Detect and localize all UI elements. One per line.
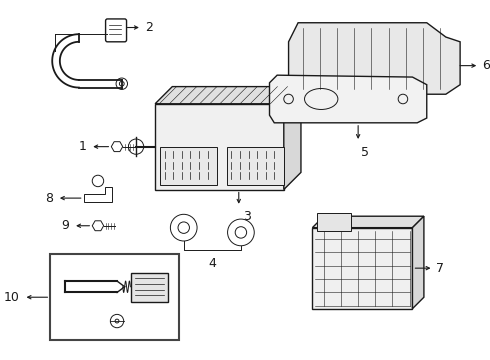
FancyBboxPatch shape [160,147,217,185]
Polygon shape [270,75,427,123]
Polygon shape [313,216,424,228]
Text: 4: 4 [208,257,216,270]
FancyBboxPatch shape [226,147,284,185]
FancyBboxPatch shape [105,19,126,42]
Text: 9: 9 [61,219,70,232]
Polygon shape [289,23,460,94]
Text: 6: 6 [482,59,490,72]
Text: 8: 8 [45,192,53,204]
FancyBboxPatch shape [50,254,179,340]
Text: 5: 5 [361,146,369,159]
Text: 3: 3 [244,211,251,224]
Text: 7: 7 [436,262,444,275]
FancyBboxPatch shape [313,228,413,309]
Polygon shape [284,87,301,189]
Text: 2: 2 [146,21,153,34]
Text: 10: 10 [4,291,20,304]
Polygon shape [413,216,424,309]
FancyBboxPatch shape [317,213,350,230]
FancyBboxPatch shape [131,273,168,302]
FancyBboxPatch shape [155,104,284,189]
Polygon shape [155,87,301,104]
Text: 1: 1 [79,140,87,153]
